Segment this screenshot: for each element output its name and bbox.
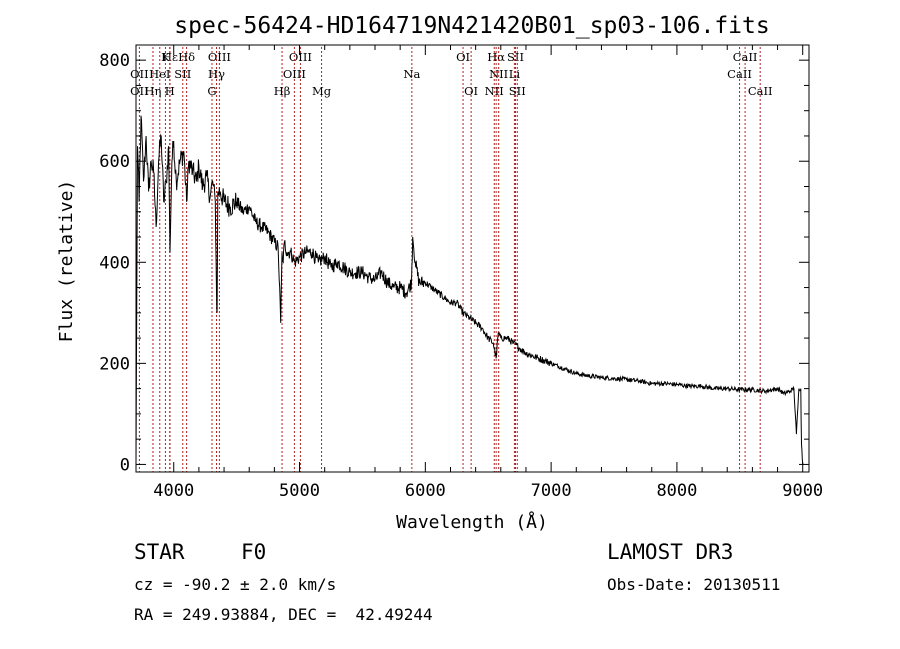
- line-label: Hη: [145, 84, 162, 98]
- line-label: OII: [130, 84, 149, 98]
- y-tick-label: 0: [120, 455, 130, 475]
- line-label: SII: [509, 84, 526, 98]
- obs-date: Obs-Date: 20130511: [607, 575, 781, 594]
- line-label: OIII: [289, 50, 312, 64]
- spectrum-line: [135, 115, 804, 465]
- line-label: OI: [456, 50, 470, 64]
- line-label: Hγ: [208, 67, 225, 81]
- line-label: Hα: [487, 50, 505, 64]
- line-label: G: [207, 84, 216, 98]
- x-tick-label: 6000: [405, 481, 446, 501]
- line-label: OIII: [283, 67, 306, 81]
- line-label: CaII: [733, 50, 758, 64]
- line-label: OII: [130, 67, 149, 81]
- y-tick-label: 200: [99, 354, 130, 374]
- chart-title: spec-56424-HD164719N421420B01_sp03-106.f…: [174, 13, 769, 39]
- line-label: Mg: [312, 84, 332, 98]
- line-label: CaII: [748, 84, 773, 98]
- line-label: NII: [489, 67, 508, 81]
- line-label: SII: [507, 50, 524, 64]
- y-axis-label: Flux (relative): [56, 180, 77, 343]
- object-subclass: F0: [241, 540, 267, 564]
- line-label: SII: [174, 67, 191, 81]
- line-label: Li: [509, 67, 521, 81]
- x-tick-label: 7000: [531, 481, 572, 501]
- line-label: OI: [464, 84, 478, 98]
- line-label: K: [161, 50, 170, 64]
- y-tick-label: 400: [99, 253, 130, 273]
- axis-ticks: 4000 5000 6000 7000 8000 9000 0 200 400 600 800: [99, 45, 823, 501]
- x-axis-label: Wavelength (Å): [396, 511, 548, 533]
- spectrum-series: [135, 115, 804, 465]
- object-class: STAR: [134, 540, 185, 564]
- y-tick-label: 800: [99, 51, 130, 71]
- line-label: H: [165, 84, 175, 98]
- line-label: Na: [403, 67, 420, 81]
- redshift-value: cz = -90.2 ± 2.0 km/s: [134, 575, 337, 594]
- line-label: Hδ: [178, 50, 195, 64]
- coordinates: RA = 249.93884, DEC = 42.49244: [134, 605, 433, 624]
- x-tick-label: 5000: [279, 481, 320, 501]
- y-tick-label: 600: [99, 152, 130, 172]
- line-label: Hβ: [274, 84, 291, 98]
- line-label: NII: [485, 84, 504, 98]
- survey-name: LAMOST DR3: [607, 540, 734, 564]
- x-tick-label: 9000: [782, 481, 823, 501]
- line-label: OIII: [208, 50, 231, 64]
- x-tick-label: 4000: [153, 481, 194, 501]
- plot-frame: [135, 44, 810, 473]
- x-tick-label: 8000: [656, 481, 697, 501]
- line-label: CaII: [727, 67, 752, 81]
- line-label: HeI: [149, 67, 170, 81]
